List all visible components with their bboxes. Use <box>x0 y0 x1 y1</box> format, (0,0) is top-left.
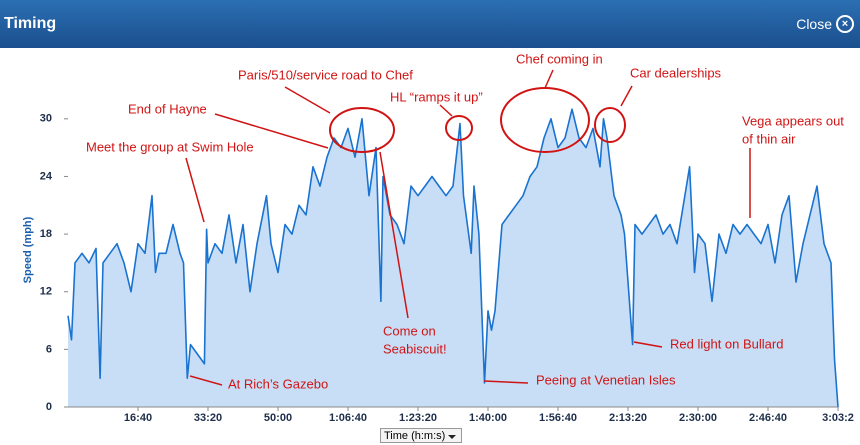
x-unit-dropdown[interactable]: Time (h:m:s) <box>380 428 462 443</box>
y-tick-label: 6 <box>46 343 52 355</box>
annotation-arrow <box>214 113 329 149</box>
annotation: Meet the group at Swim Hole <box>86 139 254 154</box>
annotation-circle <box>500 87 590 153</box>
y-axis-label: Speed (mph) <box>22 216 34 283</box>
annotation-circle <box>329 107 395 153</box>
annotation-arrow <box>439 104 453 117</box>
x-tick-label: 2:46:40 <box>749 412 787 424</box>
annotation: Red light on Bullard <box>670 336 783 351</box>
annotation: Vega appears out <box>742 113 844 128</box>
annotation-arrow <box>483 380 529 384</box>
y-tick-label: 12 <box>40 286 52 298</box>
annotation: HL “ramps it up” <box>390 89 483 104</box>
annotation: Chef coming in <box>516 51 603 66</box>
y-tick-label: 30 <box>40 113 52 125</box>
area <box>68 109 838 407</box>
annotation-arrow <box>633 341 663 348</box>
annotation: of thin air <box>742 131 796 146</box>
x-tick-label: 1:06:40 <box>329 412 367 424</box>
close-button[interactable]: Close × <box>796 15 854 33</box>
annotation-circle <box>594 107 626 143</box>
header: Timing Close × <box>0 0 860 48</box>
x-tick-label: 2:13:20 <box>609 412 647 424</box>
annotation: Seabiscuit! <box>383 341 447 356</box>
x-tick-label: 16:40 <box>124 412 152 424</box>
x-tick-label: 50:00 <box>264 412 292 424</box>
annotation-arrow <box>620 85 633 107</box>
x-tick-label: 2:30:00 <box>679 412 717 424</box>
close-icon[interactable]: × <box>836 15 854 33</box>
y-tick-label: 0 <box>46 401 52 413</box>
annotation: Peeing at Venetian Isles <box>536 372 676 387</box>
annotation-arrow <box>185 157 205 223</box>
x-tick-label: 3:03:2 <box>822 412 854 424</box>
annotation-arrow <box>379 151 409 319</box>
x-tick-label: 1:23:20 <box>399 412 437 424</box>
x-tick-label: 1:56:40 <box>539 412 577 424</box>
annotation: End of Hayne <box>128 101 207 116</box>
close-label[interactable]: Close <box>796 16 832 32</box>
dialog-title: Timing <box>4 15 57 32</box>
annotation: Come on <box>383 323 436 338</box>
annotation: Car dealerships <box>630 65 722 80</box>
y-tick-label: 18 <box>40 228 52 240</box>
x-tick-label: 33:20 <box>194 412 222 424</box>
y-tick-label: 24 <box>40 170 53 182</box>
annotation: Paris/510/service road to Chef <box>238 67 413 82</box>
line <box>67 108 839 408</box>
annotation-circle <box>445 115 473 141</box>
annotation: At Rich’s Gazebo <box>228 376 328 391</box>
annotation-arrow <box>284 86 331 114</box>
x-tick-label: 1:40:00 <box>469 412 507 424</box>
annotation-arrow <box>544 69 554 89</box>
annotation-arrow <box>189 375 223 386</box>
